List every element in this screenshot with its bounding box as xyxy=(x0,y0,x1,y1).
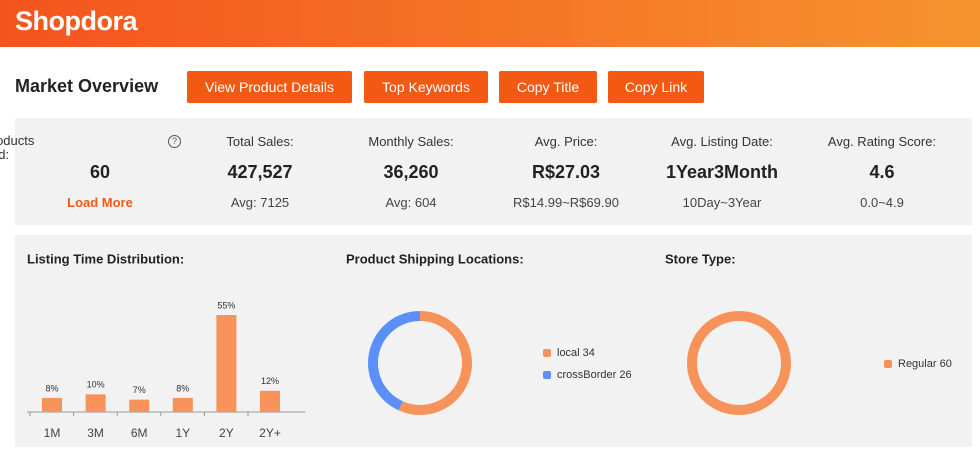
bar xyxy=(129,399,150,412)
load-more[interactable]: Load More xyxy=(67,195,133,210)
bar-value-label: 55% xyxy=(217,300,235,310)
stat-sub: Avg: 604 xyxy=(385,195,437,210)
x-tick-label: 3M xyxy=(87,426,104,440)
x-tick-label: 1Y xyxy=(175,426,190,440)
bar xyxy=(85,394,106,412)
stat-sub: 10Day~3Year xyxy=(682,195,762,210)
legend-marker xyxy=(543,371,551,379)
stat-sub: 0.0~4.9 xyxy=(860,195,904,210)
x-tick-label: 6M xyxy=(131,426,148,440)
legend-label: crossBorder 26 xyxy=(557,369,632,381)
stat-label: Avg. Rating Score: xyxy=(827,134,937,149)
stat: Avg. Rating Score: 4.6 0.0~4.9 xyxy=(802,118,962,225)
stat: Total Products Analyzed:? 60 Load More xyxy=(0,118,181,225)
stat: Monthly Sales: 36,260 Avg: 604 xyxy=(331,118,491,225)
stat-sub: Avg: 7125 xyxy=(230,195,290,210)
stat: Avg. Listing Date: 1Year3Month 10Day~3Year xyxy=(642,118,802,225)
donut-slice xyxy=(368,311,472,415)
header: Shopdora xyxy=(0,0,980,47)
toolbar-button[interactable]: Copy Title xyxy=(499,71,597,103)
stat-label: Total Sales: xyxy=(226,134,294,149)
stat-value: 60 xyxy=(89,162,111,182)
donut-slice xyxy=(687,311,791,415)
bar xyxy=(172,397,193,412)
bar-value-label: 7% xyxy=(133,385,146,395)
toolbar-button[interactable]: Copy Link xyxy=(608,71,704,103)
x-tick-label: 2Y xyxy=(219,426,234,440)
logo: Shopdora xyxy=(15,6,138,36)
stat: Total Sales: 427,527 Avg: 7125 xyxy=(180,118,340,225)
chart-title: Product Shipping Locations: xyxy=(346,251,524,266)
chart-title: Listing Time Distribution: xyxy=(27,251,184,266)
bar xyxy=(42,397,62,412)
x-tick-label: 1M xyxy=(44,426,61,440)
stat: Avg. Price: R$27.03 R$14.99~R$69.90 xyxy=(486,118,646,225)
stat-label: Total Products Analyzed: xyxy=(0,133,35,162)
bar-value-label: 8% xyxy=(176,383,189,393)
stat-label: Avg. Price: xyxy=(534,134,598,149)
stat-value: 36,260 xyxy=(383,162,439,182)
bar-value-label: 12% xyxy=(261,376,279,386)
toolbar-button[interactable]: View Product Details xyxy=(187,71,352,103)
legend-label: Regular 60 xyxy=(898,358,952,370)
stat-value: 427,527 xyxy=(227,162,293,182)
bar xyxy=(260,390,280,412)
stat-sub: R$14.99~R$69.90 xyxy=(513,195,619,210)
bar-value-label: 10% xyxy=(87,380,105,390)
stat-value: 4.6 xyxy=(869,162,895,182)
legend-marker xyxy=(543,349,551,357)
help-icon[interactable]: ? xyxy=(168,135,181,148)
bar-value-label: 8% xyxy=(45,383,58,393)
stat-label: Monthly Sales: xyxy=(368,134,454,149)
stat-value: R$27.03 xyxy=(531,162,601,182)
page-title: Market Overview xyxy=(15,76,159,96)
legend-label: local 34 xyxy=(557,347,595,359)
stat-value: 1Year3Month xyxy=(665,162,779,182)
stat-label: Avg. Listing Date: xyxy=(671,134,773,149)
bar xyxy=(216,315,237,412)
x-tick-label: 2Y+ xyxy=(259,426,281,440)
chart-title: Store Type: xyxy=(665,251,736,266)
legend-marker xyxy=(884,360,892,368)
toolbar-button[interactable]: Top Keywords xyxy=(364,71,488,103)
